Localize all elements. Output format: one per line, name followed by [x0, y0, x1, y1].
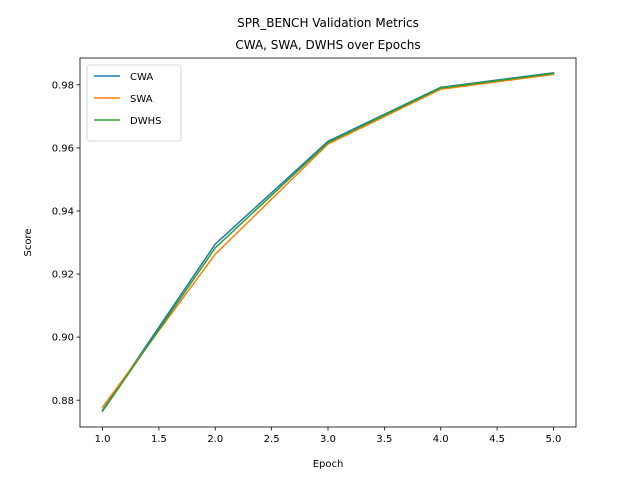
x-tick-label: 2.0 — [207, 434, 223, 445]
x-tick-label: 3.5 — [376, 434, 392, 445]
y-axis-ticks: 0.88 0.90 0.92 0.94 0.96 0.98 — [52, 80, 80, 407]
series-line-dwhs — [101, 72, 555, 413]
legend: CWA SWA DWHS — [86, 64, 182, 142]
y-tick-label: 0.96 — [52, 143, 74, 154]
x-tick-label: 1.0 — [95, 434, 111, 445]
x-tick-label: 5.0 — [546, 434, 562, 445]
legend-label-dwhs: DWHS — [130, 116, 161, 127]
plot-frame — [79, 57, 577, 428]
x-axis-ticks: 1.0 1.5 2.0 2.5 3.0 3.5 4.0 4.5 5.0 — [95, 427, 562, 445]
y-tick-label: 0.88 — [52, 396, 74, 407]
y-axis-label: Score — [23, 228, 34, 256]
legend-label-swa: SWA — [130, 94, 153, 105]
x-tick-label: 2.5 — [264, 434, 280, 445]
y-tick-label: 0.90 — [52, 333, 74, 344]
x-tick-label: 3.0 — [320, 434, 336, 445]
y-tick-label: 0.92 — [52, 270, 74, 281]
legend-box — [86, 64, 182, 142]
y-tick-label: 0.94 — [52, 207, 74, 218]
series-layer — [101, 71, 555, 413]
chart-title: SPR_BENCH Validation Metrics — [237, 16, 419, 30]
legend-label-cwa: CWA — [130, 72, 153, 83]
x-tick-label: 4.0 — [433, 434, 449, 445]
chart-subtitle: CWA, SWA, DWHS over Epochs — [235, 38, 420, 52]
x-tick-label: 4.5 — [489, 434, 505, 445]
x-tick-label: 1.5 — [151, 434, 167, 445]
series-line-swa — [101, 73, 555, 409]
y-tick-label: 0.98 — [52, 80, 74, 91]
x-axis-label: Epoch — [313, 459, 344, 470]
